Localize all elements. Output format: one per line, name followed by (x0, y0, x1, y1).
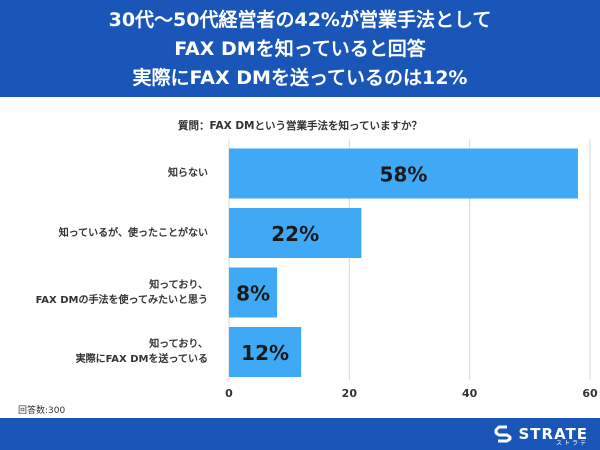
title-line-1: 30代〜50代経営者の42%が営業手法として (108, 9, 492, 31)
category-label-line: 知っているが、使ったことがない (58, 227, 208, 239)
bar-value-label: 22% (271, 222, 319, 246)
bar (229, 208, 362, 258)
title-line-2: FAX DMを知っていると回答 (174, 38, 426, 60)
x-tick-label: 0 (225, 387, 233, 400)
bar-value-label: 58% (380, 163, 428, 187)
strate-logo: STRATE ストラテ (493, 423, 588, 447)
respondent-count: 回答数:300 (18, 406, 66, 416)
x-tick-label: 20 (342, 387, 358, 400)
brand-sub: ストラテ (555, 440, 588, 447)
strate-logo-icon (494, 425, 512, 443)
bar (229, 327, 302, 377)
x-tick-label: 40 (462, 387, 478, 400)
footer-bar: STRATE ストラテ (0, 418, 600, 450)
title-banner: 30代〜50代経営者の42%が営業手法として FAX DMを知っていると回答 実… (0, 0, 600, 97)
bar-value-label: 8% (236, 282, 270, 306)
category-label-line: 知っており、 (149, 339, 208, 350)
title-line-3: 実際にFAX DMを送っているのは12% (132, 67, 468, 89)
category-label-line: 実際にFAX DMを送っている (75, 354, 208, 365)
category-label: 知っているが、使ったことがない (59, 226, 208, 241)
question-text: 質問：FAX DMという営業手法を知っていますか？ (178, 120, 422, 132)
bar (229, 148, 578, 199)
bar-value-label: 12% (241, 341, 289, 365)
bar-chart: 58% 22% 8% 12% 0 20 40 60 (225, 139, 598, 400)
brand-name: STRATE (518, 425, 588, 443)
x-tick-label: 60 (582, 387, 598, 400)
category-label: 知っており、実際にFAX DMを送っている (76, 337, 208, 367)
category-label: 知らない (168, 166, 208, 181)
category-label: 知っており、 FAX DMの手法を使ってみたいと思う (36, 278, 208, 308)
category-label-line: FAX DMの手法を使ってみたいと思う (35, 294, 208, 306)
bar (229, 267, 278, 318)
category-label-line: 知っており、 (149, 279, 208, 291)
category-label-line: 知らない (168, 168, 208, 179)
